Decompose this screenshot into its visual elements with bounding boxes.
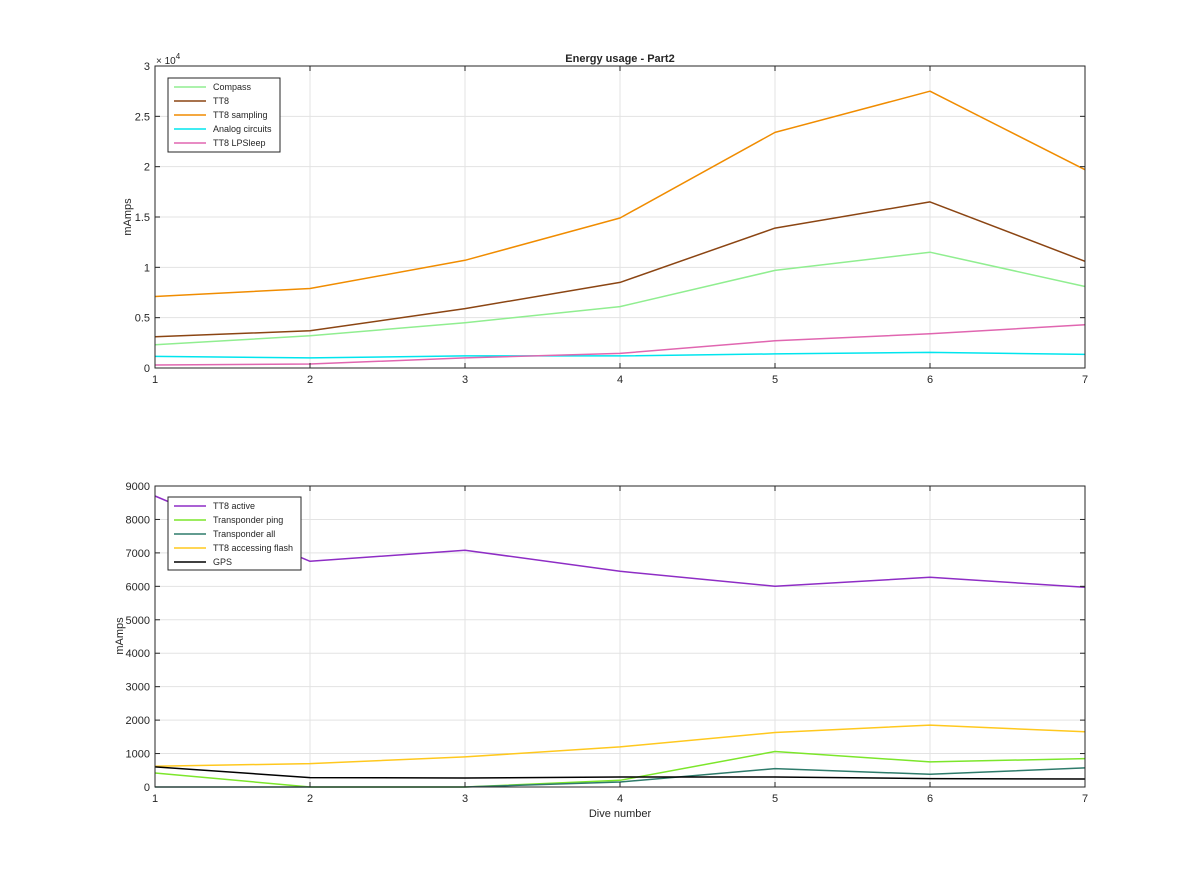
- legend-label: TT8 active: [213, 501, 255, 511]
- legend-label: TT8 accessing flash: [213, 543, 293, 553]
- y-tick-label: 2.5: [135, 111, 150, 123]
- y-tick-label: 0: [144, 782, 150, 794]
- y-tick-label: 1: [144, 262, 150, 274]
- x-tick-label: 1: [152, 374, 158, 386]
- legend-label: TT8: [213, 96, 229, 106]
- x-tick-label: 4: [617, 793, 623, 805]
- y-tick-label: 6000: [126, 581, 150, 593]
- chart-title-top: Energy usage - Part2: [565, 53, 674, 65]
- y-tick-label: 3000: [126, 682, 150, 694]
- exponent-power: 4: [176, 52, 181, 61]
- x-ticks-top: 1 2 3 4 5 6 7: [152, 66, 1088, 386]
- y-ticks-top: 0 0.5 1 1.5 2 2.5 3: [135, 61, 1085, 375]
- legend-bottom: TT8 active Transponder ping Transponder al…: [167, 496, 302, 571]
- x-axis-label-bottom: Dive number: [589, 808, 652, 820]
- y-tick-label: 0.5: [135, 313, 150, 325]
- legend-top: Compass TT8 TT8 sampling Analog circuits TT8…: [167, 77, 281, 153]
- x-tick-label: 7: [1082, 374, 1088, 386]
- x-tick-label: 6: [927, 374, 933, 386]
- series-line-analog-circuits: [154, 351, 1086, 359]
- y-tick-label: 7000: [126, 548, 150, 560]
- y-tick-label: 2000: [126, 715, 150, 727]
- y-axis-label-bottom: mAmps: [114, 617, 126, 655]
- x-ticks-bottom: 1 2 3 4 5 6 7: [152, 486, 1088, 805]
- legend-label: TT8 sampling: [213, 110, 268, 120]
- legend-label: Compass: [213, 82, 252, 92]
- legend-label: TT8 LPSleep: [213, 138, 266, 148]
- series-line-gps: [154, 766, 1086, 780]
- y-tick-label: 3: [144, 61, 150, 73]
- y-tick-label: 1.5: [135, 212, 150, 224]
- x-tick-label: 2: [307, 374, 313, 386]
- y-exponent-multiplier: × 104: [156, 52, 181, 67]
- y-tick-label: 8000: [126, 514, 150, 526]
- y-tick-label: 5000: [126, 615, 150, 627]
- x-tick-label: 7: [1082, 793, 1088, 805]
- legend-label: Analog circuits: [213, 124, 272, 134]
- y-tick-label: 4000: [126, 648, 150, 660]
- x-tick-label: 3: [462, 793, 468, 805]
- y-tick-label: 0: [144, 363, 150, 375]
- y-axis-label-top: mAmps: [122, 198, 134, 236]
- legend-label: GPS: [213, 557, 232, 567]
- y-ticks-bottom: 0 1000 2000 3000 4000 5000 6000 7000 8000 9000: [126, 481, 1085, 794]
- series-line-compass: [154, 251, 1086, 346]
- x-tick-label: 1: [152, 793, 158, 805]
- chart-bottom: 0 1000 2000 3000 4000 5000 6000 7000 8000 9000 1 2…: [114, 481, 1088, 820]
- x-tick-label: 5: [772, 793, 778, 805]
- x-tick-label: 5: [772, 374, 778, 386]
- series-line-tt8: [154, 201, 1086, 338]
- exponent-base: × 10: [156, 56, 176, 67]
- series-line-tt8-active: [154, 495, 1086, 589]
- y-tick-label: 2: [144, 162, 150, 174]
- legend-label: Transponder ping: [213, 515, 283, 525]
- series-line-tt8-sampling: [154, 90, 1086, 298]
- x-tick-label: 2: [307, 793, 313, 805]
- y-tick-label: 9000: [126, 481, 150, 493]
- x-tick-label: 3: [462, 374, 468, 386]
- x-tick-label: 6: [927, 793, 933, 805]
- chart-top: 0 0.5 1 1.5 2 2.5 3 1 2 3 4 5 6 7 Energy usage - Par…: [122, 52, 1088, 386]
- y-tick-label: 1000: [126, 749, 150, 761]
- series-line-tt8-accessing-flash: [154, 724, 1086, 768]
- legend-label: Transponder all: [213, 529, 275, 539]
- x-tick-label: 4: [617, 374, 623, 386]
